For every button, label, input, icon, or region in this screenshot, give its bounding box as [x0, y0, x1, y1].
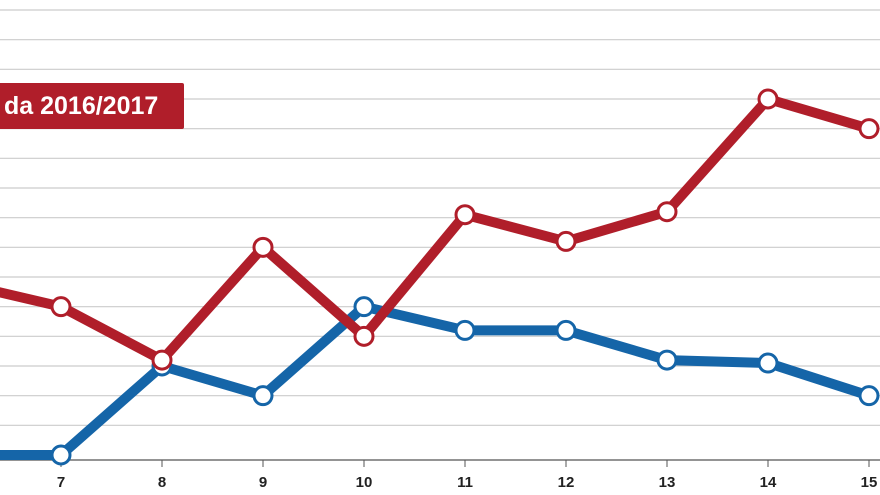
data-point: [454, 204, 476, 226]
x-tick-label: 14: [760, 474, 777, 491]
data-point: [252, 385, 274, 407]
x-axis: 7 8 9 10 11 12 13 14 15: [0, 459, 880, 491]
data-point: [656, 349, 678, 371]
series-line: [0, 301, 874, 460]
series-0: [0, 88, 880, 371]
legend: da 2016/2017: [0, 83, 184, 129]
data-point: [50, 444, 72, 466]
legend-box: [0, 83, 184, 129]
data-point: [252, 236, 274, 258]
data-point: [757, 352, 779, 374]
x-tick-label: 8: [158, 474, 166, 491]
data-point: [353, 296, 375, 318]
series-line: [0, 94, 874, 366]
x-tick-label: 13: [659, 474, 676, 491]
legend-label: da 2016/2017: [4, 92, 158, 120]
x-tick-label: 11: [457, 474, 473, 491]
x-tick-label: 15: [861, 474, 878, 491]
series-1: [0, 296, 880, 466]
data-point: [656, 201, 678, 223]
data-point: [757, 88, 779, 110]
x-tick-label: 9: [259, 474, 267, 491]
data-point: [555, 230, 577, 252]
data-point: [555, 319, 577, 341]
x-tick-label: 7: [57, 474, 65, 491]
data-point: [454, 319, 476, 341]
data-point: [151, 349, 173, 371]
x-tick-label: 12: [558, 474, 575, 491]
series-layer: [0, 88, 880, 466]
data-point: [353, 325, 375, 347]
data-point: [858, 118, 880, 140]
data-point: [858, 385, 880, 407]
data-point: [50, 296, 72, 318]
x-tick-label: 10: [356, 474, 373, 491]
